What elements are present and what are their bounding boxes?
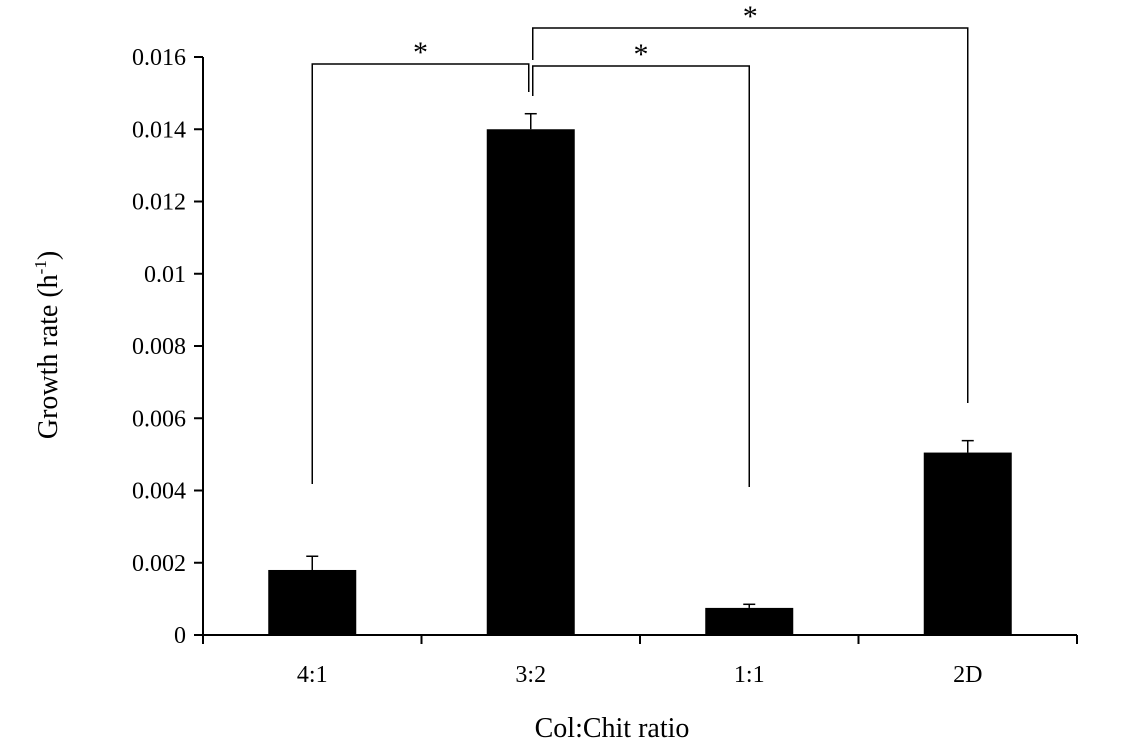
x-axis-title: Col:Chit ratio [535,713,690,744]
significance-bracket [532,65,750,487]
x-tick-label: 2D [953,662,982,688]
y-tick-label: 0.002 [132,551,186,577]
bar-1-1 [705,607,794,635]
y-tick-label: 0.014 [132,117,186,143]
y-tick-label: 0.008 [132,334,186,360]
y-tick-label: 0.01 [144,262,186,288]
significance-star: * [634,38,649,71]
y-axis-title-sup: -1 [31,260,50,274]
significance-star: * [743,0,758,33]
y-axis: 0 0.002 0.004 0.006 0.008 0.01 0.012 0.014 0.016 [132,45,204,649]
error-bars [306,112,974,608]
x-tick-label: 3:2 [515,662,546,688]
y-tick-label: 0.016 [132,45,186,71]
x-tick-label: 4:1 [297,662,328,688]
y-tick-label: 0 [174,623,186,649]
significance-star: * [413,36,428,69]
significance-bracket [532,27,969,403]
bars [268,129,1012,635]
y-axis-title-main: Growth rate (h [33,274,64,439]
y-axis-title: Growth rate (h-1) [31,251,64,439]
y-tick-label: 0.006 [132,406,186,432]
bar-2d [923,452,1012,635]
x-tick-label: 1:1 [734,662,765,688]
x-axis: 4:1 3:2 1:1 2D [202,634,1078,688]
y-axis-title-close: ) [33,251,64,260]
y-tick-label: 0.004 [132,479,186,505]
y-tick-label: 0.012 [132,190,186,216]
bar-4-1 [268,569,357,635]
significance-bracket [311,63,530,484]
bar-3-2 [486,129,575,635]
significance-brackets: * * * [311,0,969,487]
